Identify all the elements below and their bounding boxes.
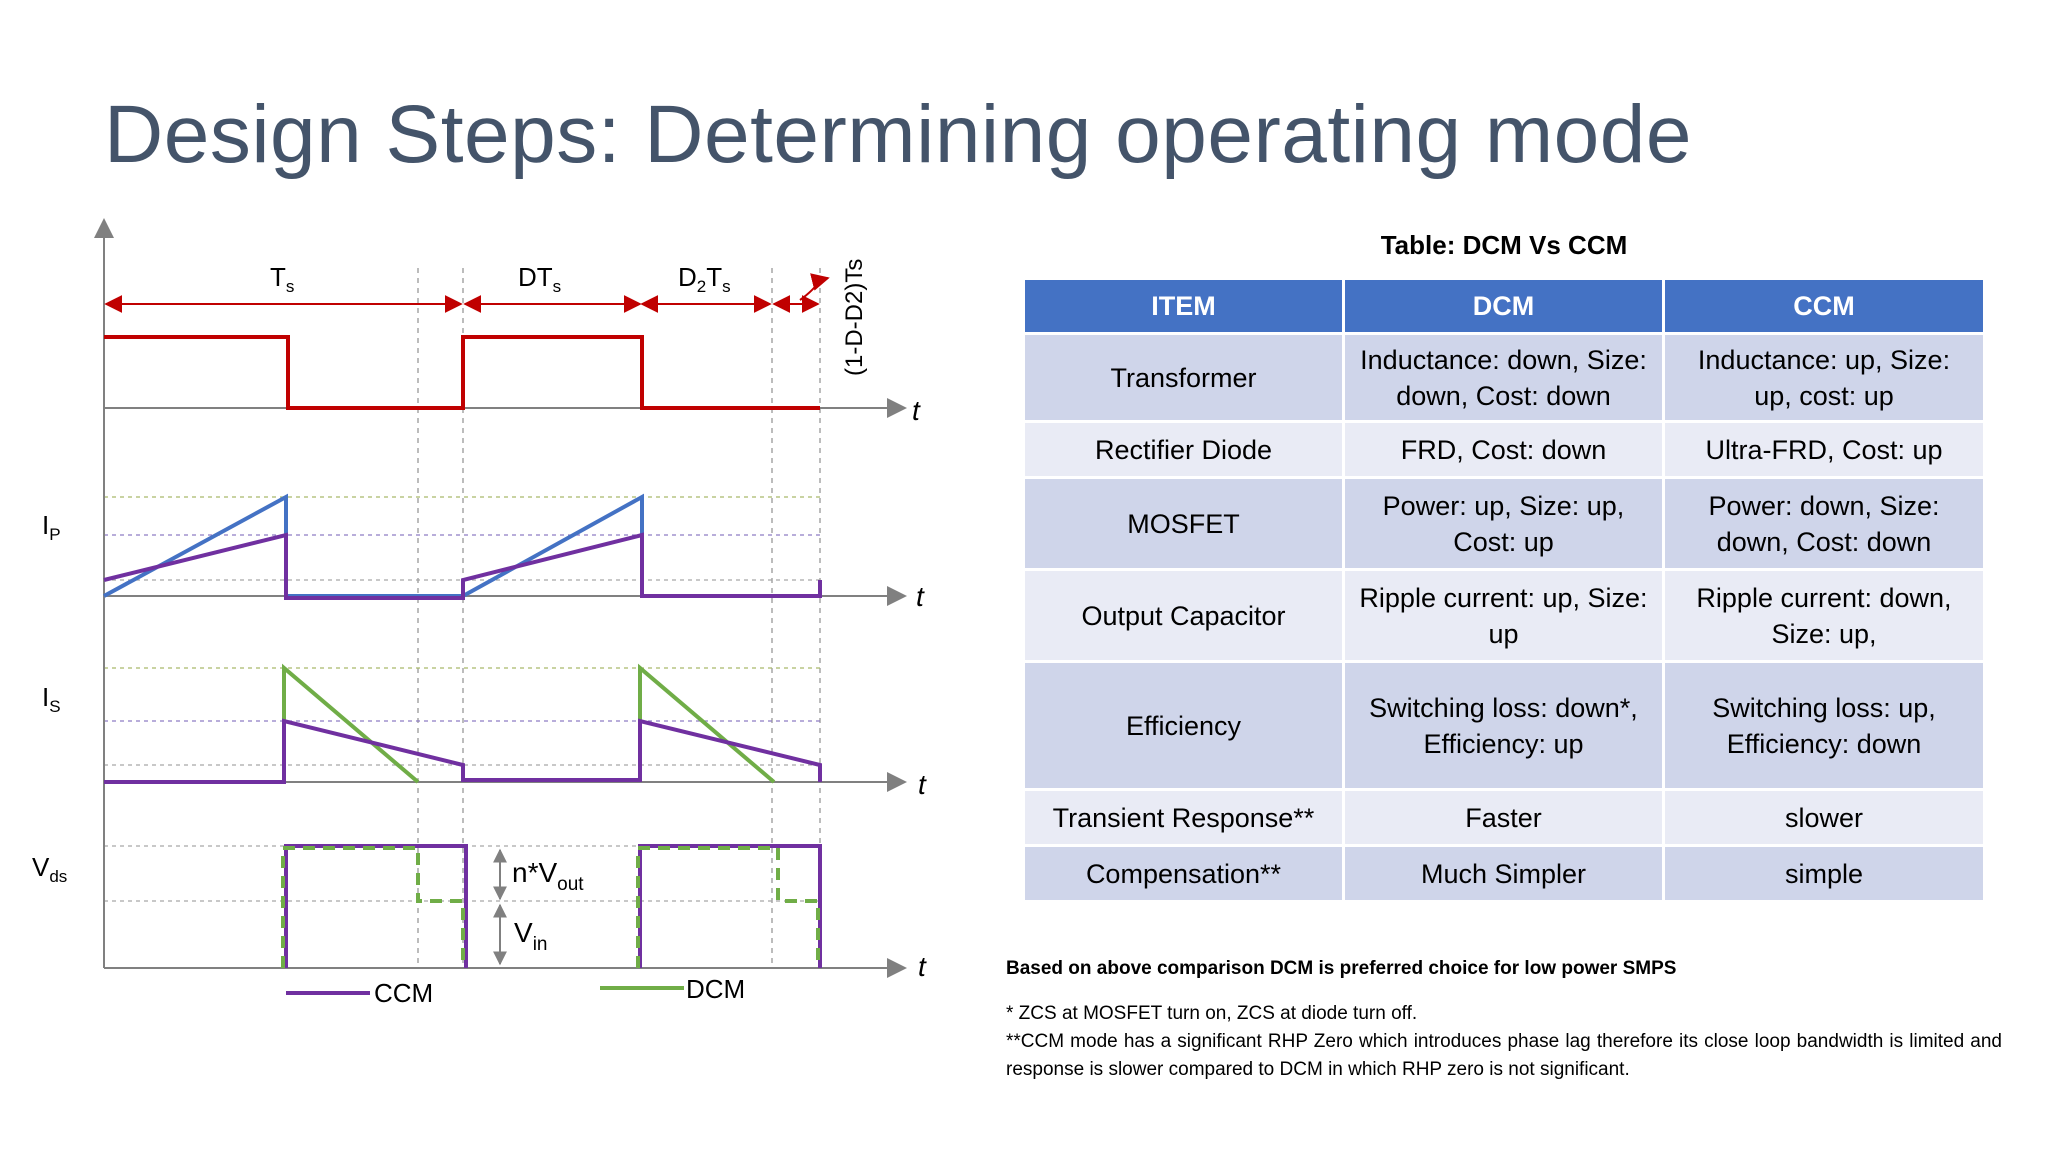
cell-item: Output Capacitor: [1022, 568, 1345, 663]
cell-item: MOSFET: [1022, 476, 1345, 571]
cell-item: Rectifier Diode: [1022, 420, 1345, 479]
time-guides: [417, 268, 821, 968]
cell-ccm: Power: down, Size: down, Cost: down: [1662, 476, 1986, 571]
cell-ccm: Switching loss: up, Efficiency: down: [1662, 660, 1986, 791]
cell-dcm: FRD, Cost: down: [1342, 420, 1665, 479]
time-label: t: [916, 581, 925, 612]
interval-rest-label: (1-D-D2)Ts: [841, 259, 868, 376]
header-dcm: DCM: [1342, 277, 1665, 335]
table-title: Table: DCM Vs CCM: [1380, 230, 1628, 260]
waveform-diagram: t t t t Ts DTs D2Ts (1-D-D2)Ts n*Vout Vi…: [32, 218, 927, 1008]
level-guides: [104, 496, 820, 902]
vds-ccm-waveform: [284, 844, 468, 968]
cell-dcm: Switching loss: down*, Efficiency: up: [1342, 660, 1665, 791]
table-row: Efficiency Switching loss: down*, Effici…: [1022, 660, 1986, 791]
cell-ccm: Ultra-FRD, Cost: up: [1662, 420, 1986, 479]
table-row: Transformer Inductance: down, Size: down…: [1022, 332, 1986, 423]
footnote-zcs: * ZCS at MOSFET turn on, ZCS at diode tu…: [1006, 1003, 1418, 1024]
cell-item: Compensation**: [1022, 844, 1345, 903]
vds-ccm-waveform: [638, 844, 822, 968]
is-label: IS: [42, 682, 61, 716]
cell-item: Efficiency: [1022, 660, 1345, 791]
gate-waveform: [104, 335, 820, 410]
cell-ccm: Ripple current: down, Size: up,: [1662, 568, 1986, 663]
legend-ccm-label: CCM: [374, 978, 433, 1008]
interval-dts-label: DTs: [518, 262, 561, 296]
slide-title: Design Steps: Determining operating mode: [104, 89, 1692, 180]
cell-ccm: Inductance: up, Size: up, cost: up: [1662, 332, 1986, 423]
comparison-table: ITEM DCM CCM Transformer Inductance: dow…: [1022, 277, 1986, 903]
footnote-rhp-zero: **CCM mode has a significant RHP Zero wh…: [1006, 1031, 2002, 1080]
table-header-row: ITEM DCM CCM: [1022, 277, 1986, 335]
table-row: Transient Response** Faster slower: [1022, 788, 1986, 847]
ip-dcm-waveform: [103, 493, 644, 598]
table-row: Output Capacitor Ripple current: up, Siz…: [1022, 568, 1986, 663]
vds-dcm-waveform: [281, 846, 465, 968]
cell-dcm: Ripple current: up, Size: up: [1342, 568, 1665, 663]
conclusion-text: Based on above comparison DCM is preferr…: [1006, 958, 1677, 979]
interval-d2ts-label: D2Ts: [678, 262, 731, 296]
time-label: t: [912, 395, 921, 426]
table-row: MOSFET Power: up, Size: up, Cost: up Pow…: [1022, 476, 1986, 571]
header-item: ITEM: [1022, 277, 1345, 335]
cell-dcm: Inductance: down, Size: down, Cost: down: [1342, 332, 1665, 423]
cell-ccm: slower: [1662, 788, 1986, 847]
table-row: Rectifier Diode FRD, Cost: down Ultra-FR…: [1022, 420, 1986, 479]
legend-dcm-label: DCM: [686, 974, 745, 1004]
cell-dcm: Power: up, Size: up, Cost: up: [1342, 476, 1665, 571]
cell-ccm: simple: [1662, 844, 1986, 903]
ip-ccm-waveform: [103, 532, 822, 600]
cell-dcm: Much Simpler: [1342, 844, 1665, 903]
ip-label: IP: [42, 510, 61, 544]
interval-ts-label: Ts: [270, 262, 294, 296]
cell-item: Transformer: [1022, 332, 1345, 423]
footnotes: * ZCS at MOSFET turn on, ZCS at diode tu…: [1006, 1000, 2002, 1084]
vin-label: Vin: [514, 917, 547, 955]
nvout-label: n*Vout: [512, 857, 584, 895]
is-ccm-waveform: [104, 718, 822, 784]
rest-pointer-arrow: [799, 273, 830, 301]
table-row: Compensation** Much Simpler simple: [1022, 844, 1986, 903]
time-label: t: [918, 769, 927, 800]
vds-dcm-waveform: [636, 846, 820, 968]
cell-dcm: Faster: [1342, 788, 1665, 847]
header-ccm: CCM: [1662, 277, 1986, 335]
cell-item: Transient Response**: [1022, 788, 1345, 847]
time-label: t: [918, 951, 927, 982]
vds-label: Vds: [32, 852, 67, 886]
